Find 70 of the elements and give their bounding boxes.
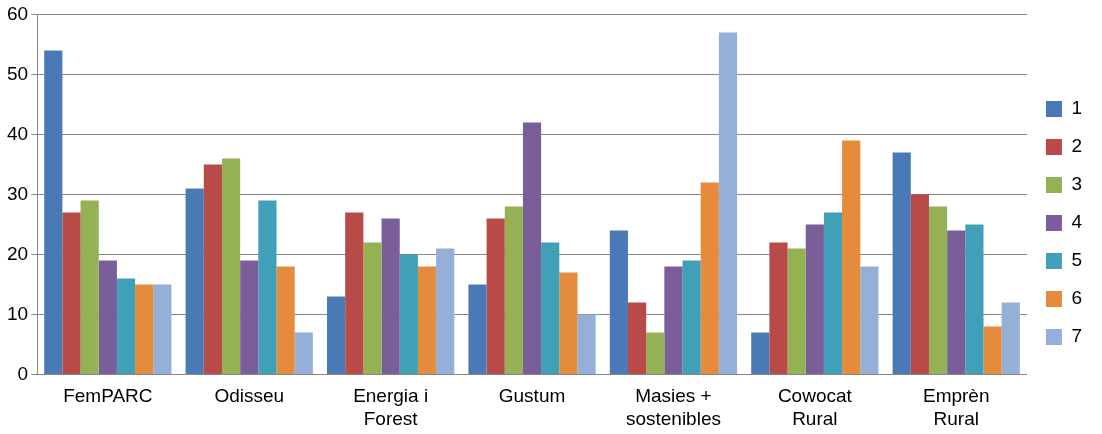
y-tick-label: 0 [17,362,29,384]
y-tick-label: 20 [6,242,29,264]
bar [609,230,628,374]
bar [62,212,81,374]
bar [44,50,63,374]
bar [468,284,487,374]
bar [823,212,843,374]
bar [892,152,911,374]
bar [486,218,505,374]
bar [240,260,259,374]
bar [965,224,984,374]
bar [787,248,806,374]
bar [577,314,596,374]
bar [221,158,241,374]
bar [983,326,1002,374]
bar [522,122,542,374]
bar [399,254,418,374]
legend-label: 7 [1071,325,1083,347]
y-tick-label: 30 [6,182,29,204]
bar [769,242,788,374]
bar [80,200,99,374]
x-tick-label: Cowocat Rural [777,385,853,429]
bar [559,272,578,374]
bar [203,164,222,374]
y-tick-label: 60 [6,2,29,24]
bar [700,182,719,374]
bar [664,266,683,374]
bar [842,140,861,374]
x-tick-label: Masies + sostenibles [625,385,721,429]
x-tick-label: Energia i Forest [353,385,429,429]
bar [1001,302,1020,374]
y-tick-label: 50 [6,62,29,84]
bar [276,266,295,374]
bar [363,242,382,374]
bar [910,194,929,374]
x-tick-label: Odisseu [214,385,285,407]
bar [116,278,136,374]
bar [381,218,400,374]
bar [860,266,879,374]
bar [436,248,455,374]
x-tick-label: FemPARC [63,385,153,407]
legend-label: 5 [1071,249,1083,271]
bar [682,260,701,374]
bar [928,206,948,374]
bar [646,332,665,374]
bar [751,332,770,374]
bar [805,224,824,374]
bar [153,284,172,374]
bar [345,212,364,374]
legend-label: 6 [1071,287,1083,309]
bar [294,332,313,374]
bar [185,188,204,374]
x-tick-label: Gustum [498,385,566,407]
legend-label: 1 [1071,97,1083,119]
bar [541,242,560,374]
bar [627,302,647,374]
bar [718,32,738,374]
y-tick-label: 40 [6,122,29,144]
bar [327,296,346,374]
x-tick-label: Emprèn Rural [922,385,990,429]
bar [258,200,277,374]
legend-label: 3 [1071,173,1083,195]
bar [947,230,966,374]
bar [504,206,523,374]
bar [135,284,154,374]
legend-label: 4 [1071,211,1083,233]
bar [98,260,117,374]
y-tick-label: 10 [6,302,29,324]
legend-label: 2 [1071,135,1083,157]
bar [417,266,437,374]
